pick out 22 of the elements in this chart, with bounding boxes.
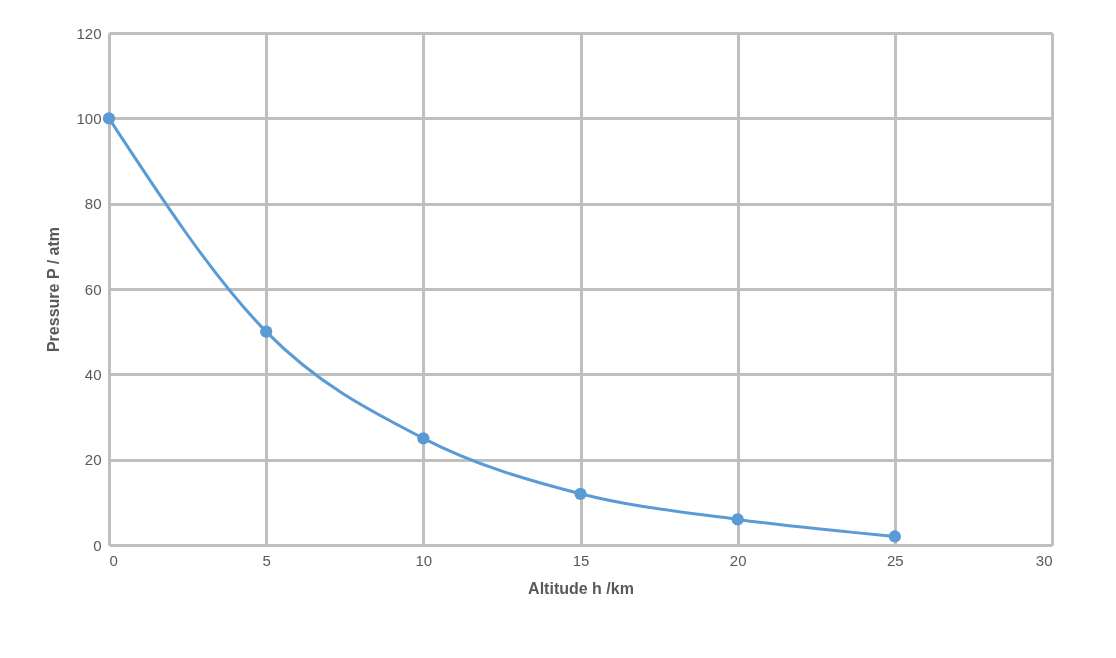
x-tick-label: 25 bbox=[886, 551, 904, 569]
point bbox=[102, 112, 116, 125]
point bbox=[574, 487, 587, 500]
x-tick-label: 20 bbox=[729, 551, 747, 569]
y-tick-label: 100 bbox=[76, 109, 102, 127]
y-tick-label: 120 bbox=[76, 24, 102, 42]
y-tick-label: 60 bbox=[84, 280, 102, 298]
x-tick-label: 10 bbox=[415, 551, 433, 569]
y-tick-label: 20 bbox=[84, 451, 102, 469]
point bbox=[731, 513, 744, 526]
y-tick-label: 0 bbox=[93, 536, 102, 554]
x-tick-label: 0 bbox=[109, 551, 118, 569]
point bbox=[417, 432, 430, 445]
x-tick-label: 5 bbox=[262, 551, 271, 569]
x-tick-label: 30 bbox=[1035, 551, 1053, 569]
point bbox=[260, 325, 273, 338]
y-tick-label: 80 bbox=[84, 195, 102, 213]
y-axis-title: Pressure P / atm bbox=[45, 226, 63, 353]
x-tick-label: 15 bbox=[572, 551, 590, 569]
point bbox=[888, 530, 901, 543]
y-tick-label: 40 bbox=[84, 365, 102, 383]
x-axis-title: Altitude h /km bbox=[528, 579, 634, 597]
